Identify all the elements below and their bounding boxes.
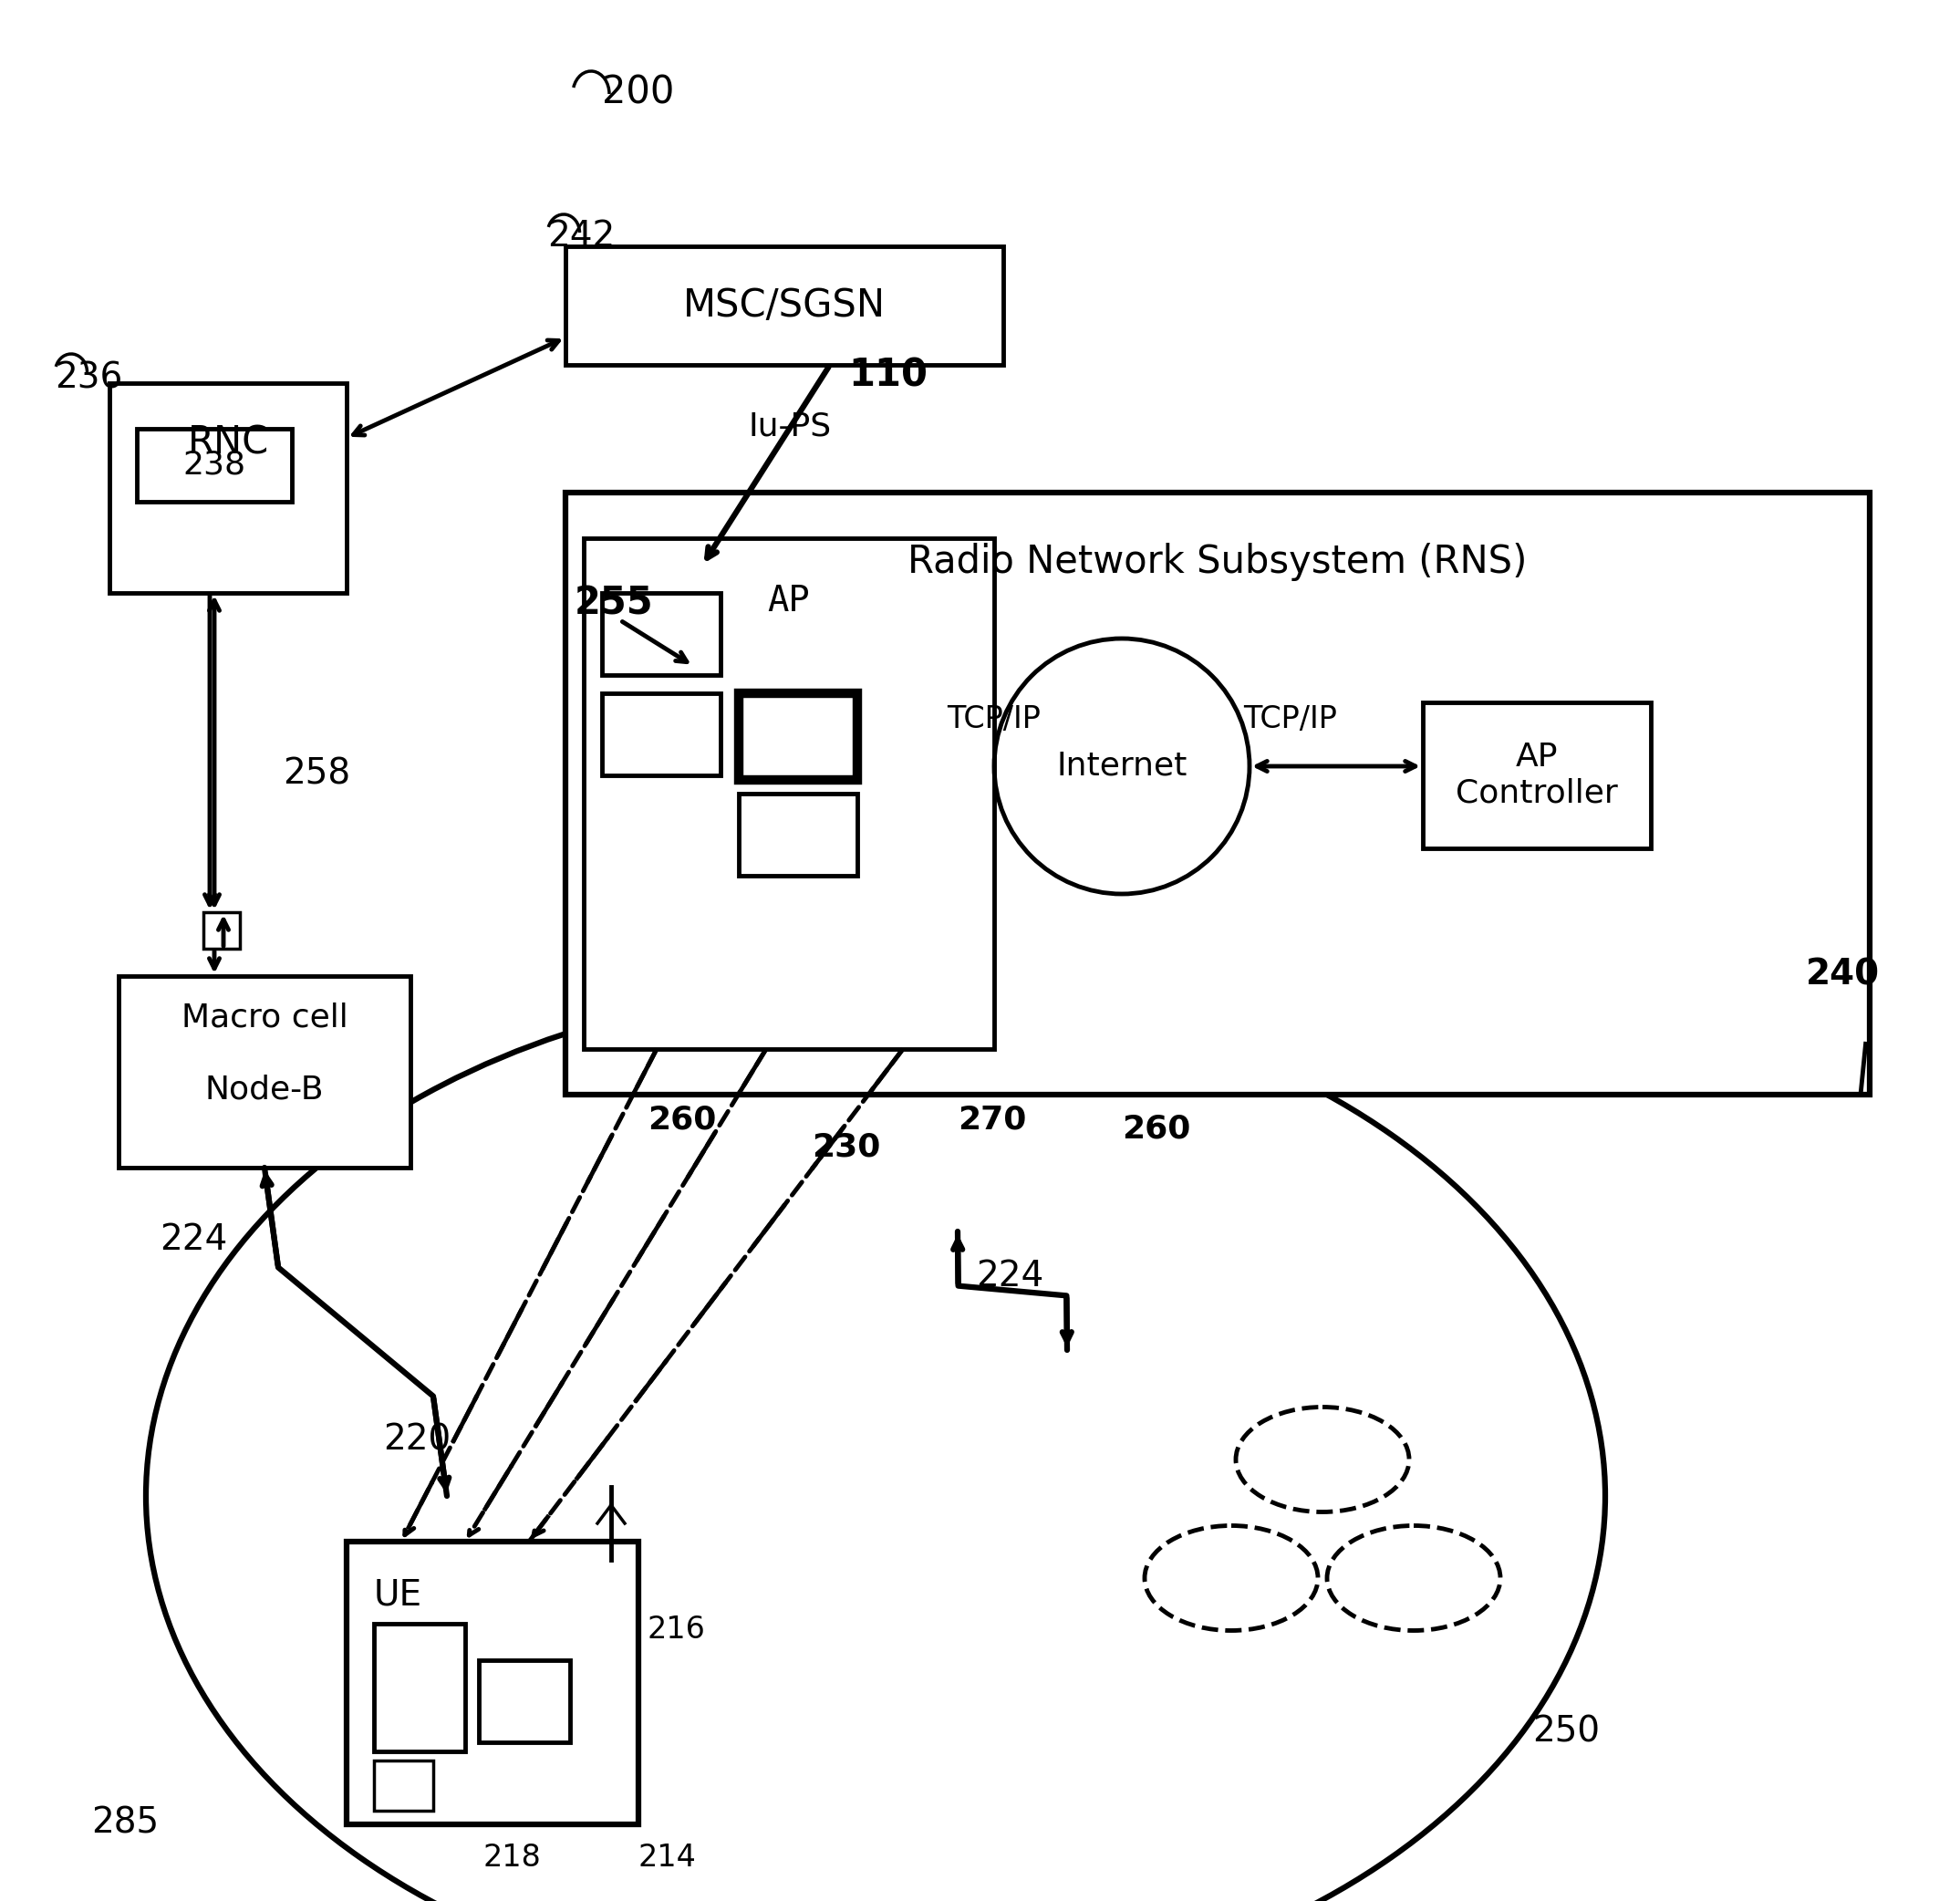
Text: 258: 258 — [282, 757, 351, 793]
Bar — [566, 492, 1870, 1095]
Text: TCP/IP: TCP/IP — [947, 703, 1041, 734]
Text: AP: AP — [768, 584, 809, 618]
Text: AP
Controller: AP Controller — [1456, 741, 1617, 808]
Text: 110: 110 — [849, 355, 927, 394]
Bar — [739, 793, 857, 876]
Text: 236: 236 — [55, 361, 123, 395]
Bar — [347, 1542, 639, 1825]
Text: 250: 250 — [1533, 1715, 1599, 1749]
Text: Radio Network Subsystem (RNS): Radio Network Subsystem (RNS) — [907, 544, 1527, 582]
Bar — [374, 1760, 433, 1810]
Bar — [602, 694, 721, 776]
Bar — [602, 593, 721, 675]
Text: 230: 230 — [811, 1131, 880, 1162]
Text: 220: 220 — [382, 1424, 451, 1458]
Text: Internet: Internet — [1056, 751, 1188, 781]
Text: 255: 255 — [574, 584, 653, 622]
Text: 214: 214 — [639, 1842, 696, 1872]
Bar — [137, 430, 292, 502]
Bar — [478, 1660, 570, 1743]
Bar — [118, 975, 410, 1167]
Text: 260: 260 — [647, 1104, 715, 1135]
Text: 240: 240 — [1805, 958, 1880, 992]
Bar — [584, 538, 994, 1049]
Text: UE: UE — [374, 1578, 423, 1612]
Text: 242: 242 — [547, 219, 615, 253]
Text: MSC/SGSN: MSC/SGSN — [684, 287, 886, 325]
Bar — [566, 247, 1004, 365]
Bar — [204, 912, 239, 949]
Text: 218: 218 — [484, 1842, 541, 1872]
Text: 285: 285 — [92, 1806, 159, 1840]
Bar — [110, 384, 347, 593]
Text: 200: 200 — [602, 72, 674, 112]
Text: 270: 270 — [958, 1104, 1027, 1135]
Bar — [374, 1623, 465, 1751]
Text: 224: 224 — [159, 1222, 227, 1257]
Text: 224: 224 — [976, 1258, 1043, 1293]
Text: Macro cell

Node-B: Macro cell Node-B — [180, 1002, 347, 1104]
Text: 216: 216 — [647, 1614, 706, 1644]
Text: 260: 260 — [1121, 1112, 1190, 1144]
Text: TCP/IP: TCP/IP — [1245, 703, 1337, 734]
Text: Iu-PS: Iu-PS — [749, 411, 831, 441]
Text: 238: 238 — [182, 451, 245, 481]
Text: RNC: RNC — [188, 424, 269, 462]
Bar — [739, 694, 857, 779]
Bar — [1423, 701, 1650, 848]
